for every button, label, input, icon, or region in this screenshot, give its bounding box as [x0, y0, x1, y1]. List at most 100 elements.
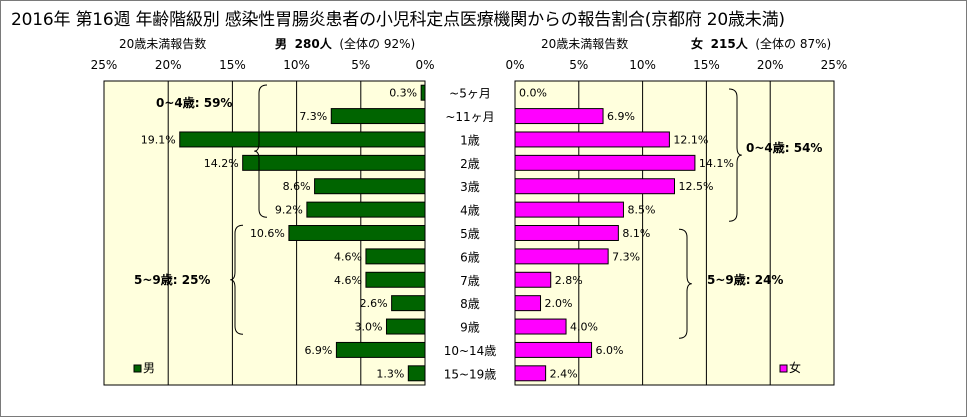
category-label: 2歳: [460, 157, 480, 171]
male-data-label: 4.6%: [334, 250, 362, 263]
male-bar: [407, 365, 426, 382]
female-data-label: 12.1%: [673, 133, 708, 146]
female-annotation-0-4: 0~4歳: 54%: [746, 140, 822, 155]
female-bar: [514, 295, 542, 312]
male-data-label: 7.3%: [299, 110, 327, 123]
male-data-label: 4.6%: [334, 274, 362, 287]
female-bar: [514, 365, 547, 382]
male-annotation-5-9: 5~9歳: 25%: [134, 272, 210, 287]
female-tick-label: 20%: [757, 58, 784, 72]
male-bar: [385, 318, 426, 335]
male-tick-label: 10%: [283, 58, 310, 72]
female-data-label: 12.5%: [679, 180, 714, 193]
female-legend-swatch: [779, 364, 788, 373]
male-tick-label: 20%: [155, 58, 182, 72]
category-label: ~5ヶ月: [449, 87, 491, 101]
male-bracket-0-4: [254, 84, 268, 218]
male-bar: [242, 154, 426, 171]
male-bar: [306, 201, 426, 218]
female-tick-label: 0%: [505, 58, 524, 72]
category-label: 1歳: [460, 133, 480, 147]
male-data-label: 3.0%: [355, 321, 383, 334]
male-bar: [288, 225, 426, 241]
male-bar: [420, 84, 426, 101]
female-data-label: 0.0%: [519, 87, 547, 100]
female-summary: 女 215人 (全体の 87%): [691, 35, 831, 52]
female-count: 215人: [710, 37, 748, 51]
female-bar: [514, 341, 593, 358]
male-data-label: 6.9%: [304, 344, 332, 357]
category-label: 15~19歳: [444, 367, 497, 381]
category-label: 3歳: [460, 180, 480, 194]
male-data-label: 19.1%: [141, 133, 176, 146]
female-tick-label: 15%: [693, 58, 720, 72]
male-bar: [314, 178, 426, 195]
female-data-label: 2.0%: [545, 297, 573, 310]
male-tick-label: 15%: [219, 58, 246, 72]
male-tick-label: 25%: [91, 58, 118, 72]
female-annotation-5-9: 5~9歳: 24%: [707, 272, 783, 287]
male-axis-title: 20歳未満報告数: [119, 37, 207, 51]
category-label: 6歳: [460, 250, 480, 264]
category-label: 4歳: [460, 204, 480, 218]
female-data-label: 14.1%: [699, 157, 734, 170]
category-label: 7歳: [460, 274, 480, 288]
male-summary: 男 280人 (全体の 92%): [275, 35, 415, 52]
category-label: 5歳: [460, 227, 480, 241]
male-bar: [335, 341, 426, 358]
category-label: 10~14歳: [444, 344, 497, 358]
male-bar: [391, 295, 426, 312]
category-label: ~11ヶ月: [445, 110, 494, 124]
female-bar: [514, 248, 609, 265]
male-count: 280人: [294, 37, 332, 51]
female-bracket-5-9: [678, 228, 692, 339]
female-bar: [514, 318, 567, 335]
male-bracket-5-9: [230, 224, 244, 335]
male-data-label: 1.3%: [376, 367, 404, 380]
male-tick-label: 0%: [415, 58, 434, 72]
female-data-label: 7.3%: [612, 250, 640, 263]
female-share: (全体の 87%): [755, 37, 832, 51]
female-data-label: 6.9%: [607, 110, 635, 123]
female-data-label: 2.4%: [550, 367, 578, 380]
female-data-label: 4.0%: [570, 321, 598, 334]
male-bar: [365, 271, 426, 288]
chart-title: 2016年 第16週 年齢階級別 感染性胃腸炎患者の小児科定点医療機関からの報告…: [11, 10, 785, 30]
male-bar: [179, 131, 426, 148]
female-bar: [514, 271, 552, 288]
female-data-label: 8.1%: [622, 227, 650, 240]
female-tick-label: 10%: [629, 58, 656, 72]
female-bar: [514, 201, 624, 218]
female-sex-label: 女: [691, 37, 704, 51]
male-share: (全体の 92%): [339, 37, 416, 51]
male-legend-label: 男: [143, 361, 155, 375]
male-tick-label: 5%: [351, 58, 370, 72]
female-data-label: 6.0%: [596, 344, 624, 357]
female-bracket-0-4: [728, 88, 742, 222]
male-legend-swatch: [133, 364, 142, 373]
female-legend-label: 女: [789, 360, 801, 375]
male-data-label: 2.6%: [360, 297, 388, 310]
female-data-label: 2.8%: [555, 274, 583, 287]
male-sex-label: 男: [275, 37, 288, 51]
male-annotation-0-4: 0~4歳: 59%: [156, 95, 232, 110]
female-data-label: 8.5%: [627, 204, 655, 217]
female-bar: [514, 154, 696, 171]
male-data-label: 9.2%: [275, 204, 303, 217]
category-label: 8歳: [460, 297, 480, 311]
male-data-label: 10.6%: [250, 227, 285, 240]
female-tick-label: 5%: [569, 58, 588, 72]
female-bar: [514, 225, 619, 241]
female-tick-label: 25%: [821, 58, 848, 72]
female-bar: [514, 108, 604, 125]
category-label: 9歳: [460, 321, 480, 335]
female-axis-title: 20歳未満報告数: [541, 37, 629, 51]
male-data-label: 8.6%: [283, 180, 311, 193]
male-data-label: 14.2%: [204, 157, 239, 170]
female-bar: [514, 178, 675, 195]
male-data-label: 0.3%: [389, 87, 417, 100]
male-bar: [365, 248, 426, 265]
female-bar: [514, 131, 670, 148]
